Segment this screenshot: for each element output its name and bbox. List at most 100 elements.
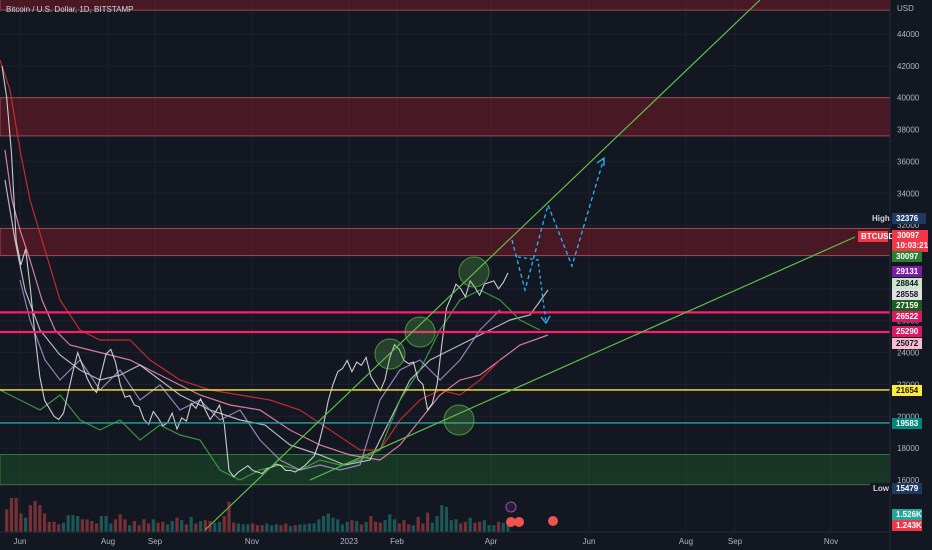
light-badge-1 <box>892 278 922 289</box>
time-tick-label: Aug <box>679 537 693 546</box>
volume-bar <box>184 524 189 532</box>
resistance-zone <box>0 97 891 137</box>
price-tick-label: 38000 <box>897 126 920 135</box>
volume-bar <box>416 516 420 532</box>
volume-value-2: 1.243K <box>896 521 922 530</box>
volume-bar <box>109 523 113 532</box>
volume-bar <box>42 513 47 532</box>
btcusd-symbol: BTCUSD <box>861 232 895 241</box>
purple-value: 29131 <box>896 267 919 276</box>
volume-bar <box>468 517 472 532</box>
volume-bar <box>128 525 132 532</box>
price-tick-label: 42000 <box>897 62 920 71</box>
lower-trend-line <box>309 236 856 481</box>
highlight-circles <box>374 256 490 436</box>
volume-bar <box>487 525 491 532</box>
volume-bar <box>175 517 179 532</box>
support-zone <box>0 454 891 486</box>
pink-badge-2 <box>892 326 922 337</box>
volume-bar <box>303 524 307 532</box>
volume-bar <box>9 498 14 532</box>
volume-bar <box>61 522 66 532</box>
pink-value-1: 26522 <box>896 312 919 321</box>
btcusd-price-badge <box>892 230 928 252</box>
volume-bar <box>222 516 226 532</box>
low-value: 15479 <box>896 484 919 493</box>
high-badge <box>892 213 926 224</box>
volume-bar <box>199 521 203 532</box>
yellow-value: 21654 <box>896 386 919 395</box>
volume-bar <box>506 521 510 532</box>
time-tick-label: Sep <box>728 537 743 546</box>
volume-bar <box>364 521 368 532</box>
volume-bar <box>274 524 278 532</box>
circle-marker-4 <box>443 404 475 436</box>
volume-bar <box>298 524 302 532</box>
volume-value-1: 1.526K <box>896 510 922 519</box>
time-tick-label: Sep <box>148 537 163 546</box>
horizontal-levels <box>0 311 890 424</box>
volume-bar <box>317 519 321 532</box>
event-icons <box>505 501 558 527</box>
event-icon-flag-2 <box>514 517 524 527</box>
volume-bar <box>411 525 416 532</box>
indicator-line-pink <box>4 149 549 461</box>
low-label: Low <box>873 484 890 493</box>
currency-label: USD <box>897 4 914 13</box>
volume-bar <box>482 520 486 532</box>
volume-bar <box>288 526 293 532</box>
light-value-2: 28558 <box>896 290 919 299</box>
volume-bar <box>213 522 217 532</box>
volume-bar <box>492 525 496 532</box>
price-tick-label: 22000 <box>897 380 920 389</box>
circle-marker-3 <box>458 256 490 288</box>
volume-bar <box>90 521 94 532</box>
volume-bar <box>251 523 255 532</box>
time-tick-label: Nov <box>824 537 838 546</box>
volume-bar <box>227 501 231 532</box>
volume-bar <box>397 523 401 532</box>
btcusd-price: 30097 <box>897 231 920 240</box>
volume-histogram <box>5 498 510 532</box>
volume-badge-2 <box>892 520 922 531</box>
indicator-line-lavender <box>19 279 501 471</box>
yellow-badge <box>892 385 922 396</box>
volume-bar <box>392 519 397 532</box>
volume-bar <box>444 506 449 532</box>
circle-marker-1 <box>374 338 406 370</box>
volume-bar <box>383 520 387 532</box>
high-value: 32376 <box>896 214 919 223</box>
light-badge-2 <box>892 289 922 300</box>
high-label-bg <box>868 213 890 224</box>
volume-bar <box>76 516 80 532</box>
high-label: High <box>872 214 890 223</box>
volume-bar <box>14 498 18 532</box>
volume-bar <box>435 516 439 532</box>
volume-bar <box>265 523 269 532</box>
volume-bar <box>293 525 297 532</box>
volume-bar <box>161 521 165 532</box>
volume-bar <box>33 501 37 532</box>
volume-bar <box>269 525 274 532</box>
volume-bar <box>369 516 373 532</box>
volume-bar <box>336 519 340 532</box>
volume-bar <box>284 523 288 532</box>
volume-bar <box>407 524 411 532</box>
pink-badge-1 <box>892 311 922 322</box>
volume-bar <box>421 523 425 532</box>
volume-bar <box>350 520 354 532</box>
volume-bar <box>430 522 434 532</box>
volume-bar <box>156 522 160 532</box>
volume-bar <box>279 525 283 532</box>
volume-bar <box>340 524 345 532</box>
volume-bar <box>321 516 326 532</box>
price-tick-label: 24000 <box>897 349 920 358</box>
volume-bar <box>24 517 28 532</box>
pink-value-2: 25290 <box>896 327 919 336</box>
volume-bar <box>331 517 335 532</box>
salmon-value: 25072 <box>896 339 919 348</box>
volume-bar <box>463 521 468 532</box>
volume-bar <box>236 523 241 532</box>
projection-arrow-head-down <box>540 315 551 325</box>
